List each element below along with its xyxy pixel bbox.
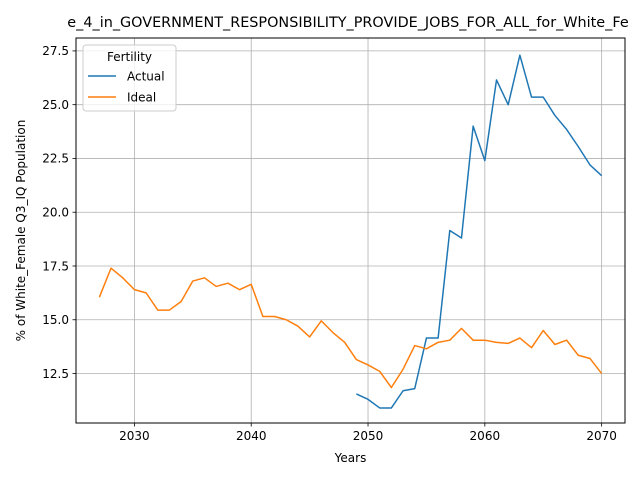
x-tick-label: 2030 — [119, 429, 150, 443]
y-axis-ticks: 12.5 15.0 17.5 20.0 22.5 25.0 27.5 — [42, 44, 76, 381]
x-axis-label: Years — [334, 451, 367, 465]
x-tick-label: 2040 — [236, 429, 267, 443]
legend-title: Fertility — [107, 50, 152, 64]
legend-label-ideal: Ideal — [127, 90, 156, 104]
y-tick-label: 27.5 — [42, 44, 69, 58]
legend-entries: Actual Ideal — [88, 69, 165, 104]
y-tick-label: 25.0 — [42, 98, 69, 112]
x-tick-label: 2050 — [353, 429, 384, 443]
y-tick-label: 20.0 — [42, 206, 69, 220]
y-tick-label: 22.5 — [42, 152, 69, 166]
y-tick-label: 15.0 — [42, 313, 69, 327]
plot-frame — [75, 37, 626, 424]
series-lines — [98, 54, 603, 409]
legend: Fertility Actual Ideal — [82, 44, 177, 112]
chart-title: e_4_in_GOVERNMENT_RESPONSIBILITY_PROVIDE… — [67, 15, 629, 31]
y-tick-label: 17.5 — [42, 259, 69, 273]
series-line-ideal — [98, 267, 603, 389]
legend-label-actual: Actual — [127, 69, 165, 83]
legend-box — [82, 44, 177, 112]
x-axis-ticks: 2030 2040 2050 2060 2070 — [119, 423, 617, 443]
y-tick-label: 12.5 — [42, 367, 69, 381]
x-tick-label: 2060 — [470, 429, 501, 443]
series-line-actual — [356, 54, 603, 409]
y-axis-label: % of White_Female Q3_IQ Population — [14, 120, 28, 342]
x-tick-label: 2070 — [586, 429, 617, 443]
